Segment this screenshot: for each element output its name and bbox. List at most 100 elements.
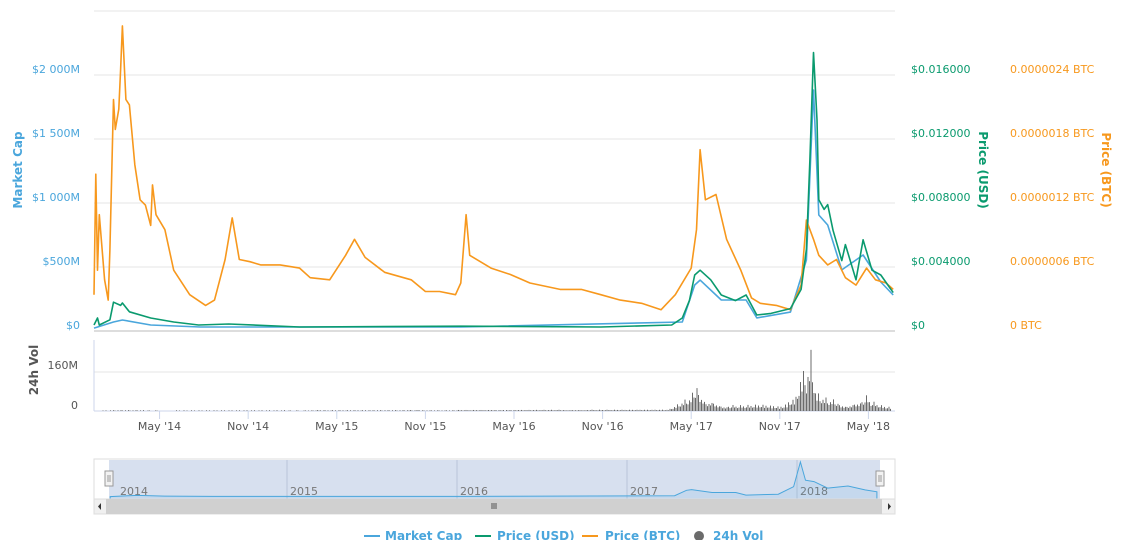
volume-bars — [102, 349, 891, 411]
volume-bar — [209, 410, 210, 411]
volume-bar — [590, 410, 591, 411]
volume-bar — [873, 401, 875, 411]
volume-bar — [746, 407, 747, 411]
volume-bar — [516, 410, 518, 411]
volume-bar — [381, 410, 383, 411]
volume-bar — [756, 407, 758, 411]
svg-text:Market Cap: Market Cap — [385, 529, 463, 540]
legend-item-market-cap[interactable]: Market Cap — [364, 529, 463, 543]
usd-axis-title: Price (USD) — [976, 131, 990, 209]
volume-bar — [866, 395, 867, 411]
series-price-btc — [93, 25, 894, 311]
navigator-handle-right[interactable] — [875, 470, 885, 487]
navigator-handle-left[interactable] — [104, 470, 114, 487]
scroll-left-arrow-icon[interactable] — [98, 503, 101, 510]
navigator[interactable]: 2014 2015 2016 2017 2018 — [93, 458, 896, 515]
volume-bar — [719, 406, 720, 411]
volume-bar — [777, 406, 779, 411]
mcap-tick-500: $500M — [43, 255, 81, 268]
volume-bar — [890, 408, 891, 411]
volume-bar — [509, 410, 510, 411]
vol-tick-160: 160M — [48, 359, 79, 372]
volume-bar — [825, 397, 827, 411]
scroll-right-arrow-icon[interactable] — [888, 503, 891, 510]
volume-bar — [528, 409, 530, 411]
volume-bar — [311, 410, 312, 411]
volume-bar — [122, 410, 123, 411]
btc-tick-06: 0.0000006 BTC — [1010, 255, 1095, 268]
volume-bar — [860, 403, 861, 411]
legend-item-price-usd[interactable]: Price (USD) — [475, 529, 575, 543]
vol-axis-title: 24h Vol — [27, 345, 41, 395]
volume-bar — [771, 408, 773, 411]
volume-bar — [543, 409, 545, 411]
volume-bar — [713, 403, 714, 411]
volume-bar — [855, 406, 857, 411]
volume-bar — [423, 410, 425, 411]
volume-bar — [402, 410, 404, 411]
volume-bar — [608, 410, 609, 411]
volume-bar — [720, 406, 722, 411]
volume-bar — [692, 392, 693, 411]
volume-bar — [861, 402, 863, 411]
volume-bar — [602, 410, 603, 411]
volume-bar — [266, 410, 267, 411]
volume-bar — [819, 401, 821, 411]
volume-bar — [120, 410, 122, 411]
volume-bar — [788, 402, 789, 411]
volume-bar — [581, 410, 582, 411]
volume-bar — [870, 405, 872, 411]
usd-tick-008: $0.008000 — [911, 191, 971, 204]
btc-tick-12: 0.0000012 BTC — [1010, 191, 1095, 204]
volume-bar — [117, 410, 119, 411]
btc-tick-24: 0.0000024 BTC — [1010, 63, 1095, 76]
volume-bar — [365, 410, 366, 411]
volume-bar — [711, 402, 713, 411]
navigator-year-label: 2015 — [290, 485, 318, 498]
volume-bar — [794, 404, 795, 411]
volume-bar — [575, 410, 576, 411]
volume-bar — [554, 410, 555, 411]
volume-bar — [596, 410, 597, 411]
volume-bar — [557, 410, 558, 411]
svg-text:Price (USD): Price (USD) — [497, 529, 575, 540]
volume-bar — [686, 403, 687, 411]
volume-bar — [824, 403, 825, 411]
volume-bar — [521, 409, 522, 411]
legend-item-24h-vol[interactable]: 24h Vol — [694, 529, 763, 543]
volume-bar — [399, 410, 401, 411]
volume-bar — [612, 410, 614, 411]
volume-bar — [558, 409, 560, 411]
x-tick-label: Nov '15 — [404, 420, 446, 433]
legend-item-price-btc[interactable]: Price (BTC) — [582, 529, 680, 543]
volume-bar — [642, 410, 644, 411]
volume-bar — [327, 410, 329, 411]
volume-bar — [645, 410, 647, 411]
volume-bar — [657, 410, 659, 411]
volume-bar — [579, 410, 581, 411]
volume-bar — [542, 410, 543, 411]
volume-bar — [723, 407, 725, 411]
volume-bar — [884, 406, 885, 411]
volume-bar — [696, 388, 698, 411]
volume-bar — [312, 410, 314, 411]
volume-bar — [114, 410, 116, 411]
volume-bar — [584, 410, 585, 411]
volume-bar — [303, 410, 305, 411]
volume-bar — [459, 410, 461, 411]
volume-bar — [714, 406, 716, 411]
volume-bar — [372, 410, 374, 411]
volume-bar — [627, 410, 629, 411]
volume-bar — [461, 410, 462, 411]
volume-bar — [414, 410, 416, 411]
volume-bar — [297, 410, 299, 411]
volume-bar — [848, 407, 849, 411]
volume-bar — [737, 408, 738, 411]
btc-axis-title: Price (BTC) — [1099, 132, 1113, 207]
volume-bar — [332, 410, 333, 411]
volume-bar — [759, 407, 761, 411]
volume-bar — [480, 409, 482, 411]
volume-bar — [387, 410, 389, 411]
volume-bar — [419, 410, 420, 411]
volume-bar — [129, 410, 131, 411]
